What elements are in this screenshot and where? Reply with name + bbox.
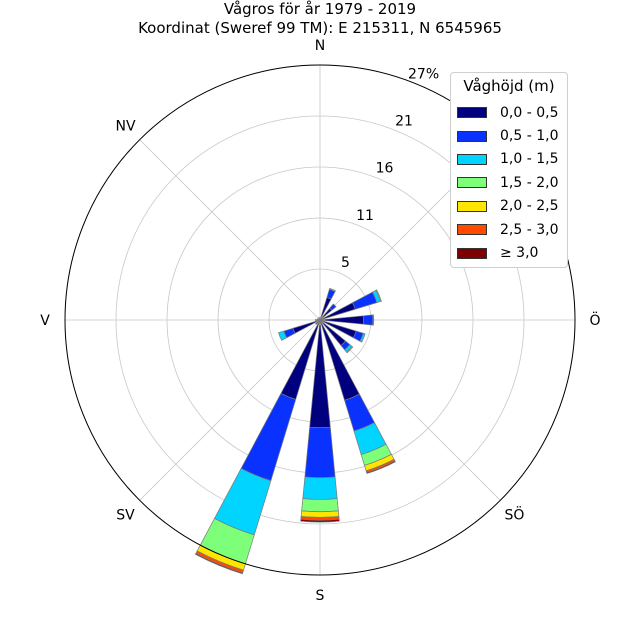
rose-bar-segment bbox=[302, 476, 338, 500]
legend-swatch bbox=[457, 153, 487, 165]
direction-label: SV bbox=[116, 507, 135, 523]
legend-item: 1,0 - 1,5 bbox=[451, 148, 567, 171]
legend-label: 1,5 - 2,0 bbox=[500, 174, 559, 191]
rose-bar-segment bbox=[362, 314, 374, 326]
direction-label: Ö bbox=[589, 311, 600, 329]
rose-bar-segment bbox=[194, 553, 244, 575]
rose-bar-segment bbox=[328, 287, 336, 293]
direction-label: S bbox=[316, 588, 325, 604]
legend-item: 2,0 - 2,5 bbox=[451, 195, 567, 218]
direction-label: SÖ bbox=[505, 505, 525, 523]
direction-label: NV bbox=[116, 119, 136, 135]
legend-swatch bbox=[457, 177, 487, 189]
rose-bar-segment bbox=[352, 291, 378, 310]
legend-item: 0,5 - 1,0 bbox=[451, 124, 567, 147]
radial-tick-label: 27% bbox=[408, 66, 439, 82]
rose-bar-segment bbox=[318, 316, 321, 321]
legend-swatch bbox=[457, 224, 487, 236]
legend-item: ≥ 3,0 bbox=[451, 241, 567, 264]
rose-bar-segment bbox=[304, 426, 336, 479]
legend-swatch bbox=[457, 247, 487, 259]
radial-gridline bbox=[115, 115, 525, 525]
chart-subtitle: Koordinat (Sweref 99 TM): E 215311, N 65… bbox=[138, 19, 502, 37]
radial-tick-label: 5 bbox=[341, 255, 350, 271]
rose-bar-segment bbox=[372, 314, 375, 326]
radial-tick-label: 21 bbox=[395, 114, 413, 130]
rose-bar-segment bbox=[300, 510, 340, 518]
polar-frame bbox=[64, 64, 576, 576]
rose-bar-segment bbox=[315, 319, 321, 325]
chart-title-line1: Vågros för år 1979 - 2019 bbox=[223, 0, 417, 18]
legend-swatch bbox=[457, 200, 487, 212]
rose-bar-segment bbox=[329, 303, 337, 311]
angular-gridline bbox=[139, 319, 321, 501]
rose-bar-segment bbox=[301, 498, 339, 513]
rose-bar-segment bbox=[316, 318, 321, 321]
legend-item: 1,5 - 2,0 bbox=[451, 171, 567, 194]
rose-bar-segment bbox=[366, 460, 396, 474]
rose-bar-segment bbox=[375, 289, 382, 302]
legend-label: 2,0 - 2,5 bbox=[500, 198, 559, 215]
legend-title: Våghöjd (m) bbox=[463, 77, 555, 95]
rose-bar-segment bbox=[359, 332, 366, 343]
radial-tick-label: 11 bbox=[356, 208, 374, 224]
rose-bar-segment bbox=[345, 345, 354, 354]
radial-tick-label: 16 bbox=[376, 161, 394, 177]
legend-label: ≥ 3,0 bbox=[500, 245, 539, 262]
legend-item: 2,5 - 3,0 bbox=[451, 218, 567, 241]
legend-swatch bbox=[457, 107, 487, 119]
legend-label: 2,5 - 3,0 bbox=[500, 221, 559, 238]
direction-label: V bbox=[40, 313, 50, 329]
legend-label: 0,5 - 1,0 bbox=[500, 128, 559, 145]
angular-gridline bbox=[139, 139, 321, 321]
rose-bar-segment bbox=[314, 319, 321, 321]
rose-bar-segment bbox=[278, 330, 288, 341]
rose-bar-segment bbox=[300, 518, 340, 523]
legend-swatch bbox=[457, 130, 487, 142]
legend: Våghöjd (m) 0,0 - 0,5 0,5 - 1,0 1,0 - 1,… bbox=[450, 72, 568, 268]
rose-bar-segment bbox=[240, 392, 297, 482]
legend-item: 0,0 - 0,5 bbox=[451, 101, 567, 124]
legend-label: 0,0 - 0,5 bbox=[500, 104, 559, 121]
chart-title: Vågros för år 1979 - 2019 Koordinat (Swe… bbox=[0, 0, 640, 38]
legend-label: 1,0 - 1,5 bbox=[500, 151, 559, 168]
direction-label: N bbox=[315, 38, 325, 54]
